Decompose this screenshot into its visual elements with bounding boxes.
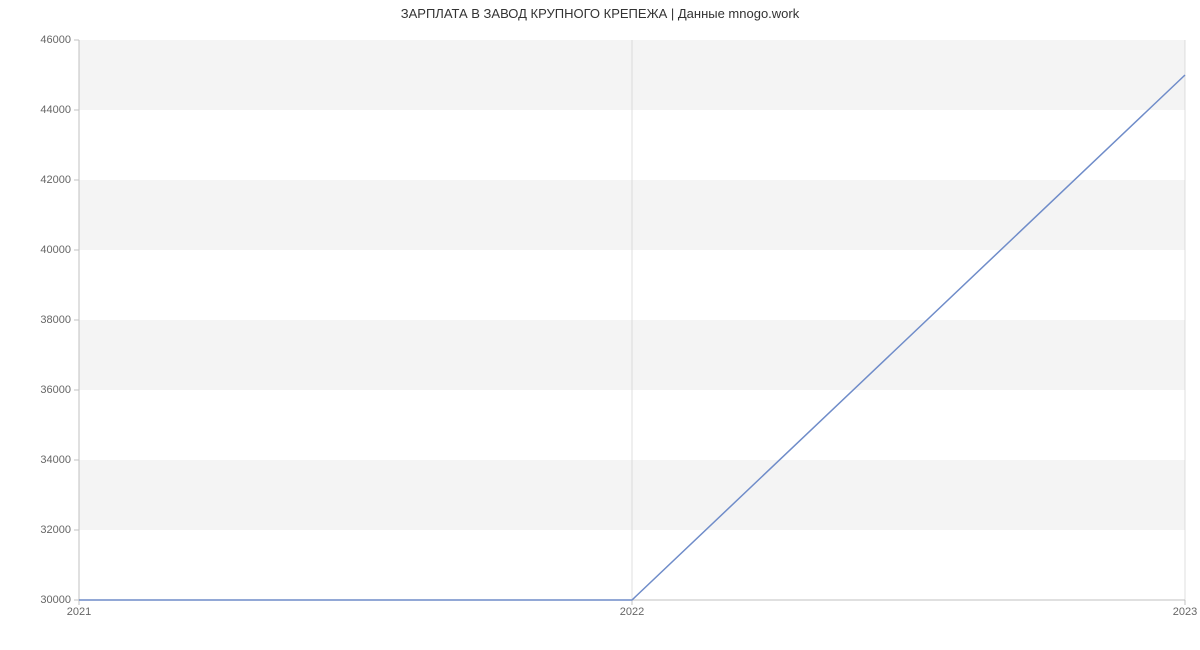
- x-tick-label: 2022: [620, 600, 644, 618]
- plot-svg: [79, 40, 1185, 600]
- plot-area: 3000032000340003600038000400004200044000…: [79, 40, 1185, 600]
- y-tick-label: 42000: [40, 174, 79, 186]
- chart-title: ЗАРПЛАТА В ЗАВОД КРУПНОГО КРЕПЕЖА | Данн…: [0, 6, 1200, 21]
- y-tick-label: 46000: [40, 34, 79, 46]
- y-tick-label: 44000: [40, 104, 79, 116]
- y-tick-label: 32000: [40, 524, 79, 536]
- y-tick-label: 38000: [40, 314, 79, 326]
- y-tick-label: 36000: [40, 384, 79, 396]
- x-tick-label: 2021: [67, 600, 91, 618]
- y-tick-label: 34000: [40, 454, 79, 466]
- x-tick-label: 2023: [1173, 600, 1197, 618]
- y-tick-label: 40000: [40, 244, 79, 256]
- salary-line-chart: ЗАРПЛАТА В ЗАВОД КРУПНОГО КРЕПЕЖА | Данн…: [0, 0, 1200, 650]
